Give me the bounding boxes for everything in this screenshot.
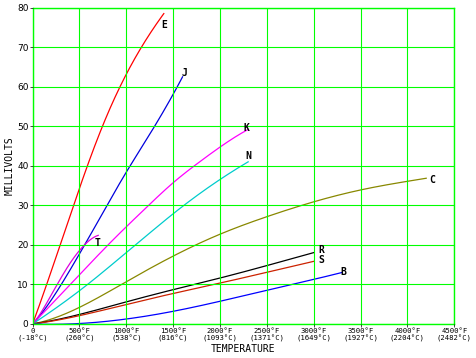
- Text: N: N: [245, 151, 251, 161]
- Text: S: S: [318, 255, 324, 265]
- Text: C: C: [429, 175, 435, 185]
- Text: R: R: [318, 245, 324, 255]
- Text: B: B: [340, 267, 346, 277]
- Text: J: J: [182, 68, 188, 78]
- Text: T: T: [94, 238, 100, 248]
- X-axis label: TEMPERATURE: TEMPERATURE: [211, 344, 276, 354]
- Y-axis label: MILLIVOLTS: MILLIVOLTS: [4, 136, 14, 195]
- Text: K: K: [243, 123, 249, 133]
- Text: E: E: [161, 20, 167, 30]
